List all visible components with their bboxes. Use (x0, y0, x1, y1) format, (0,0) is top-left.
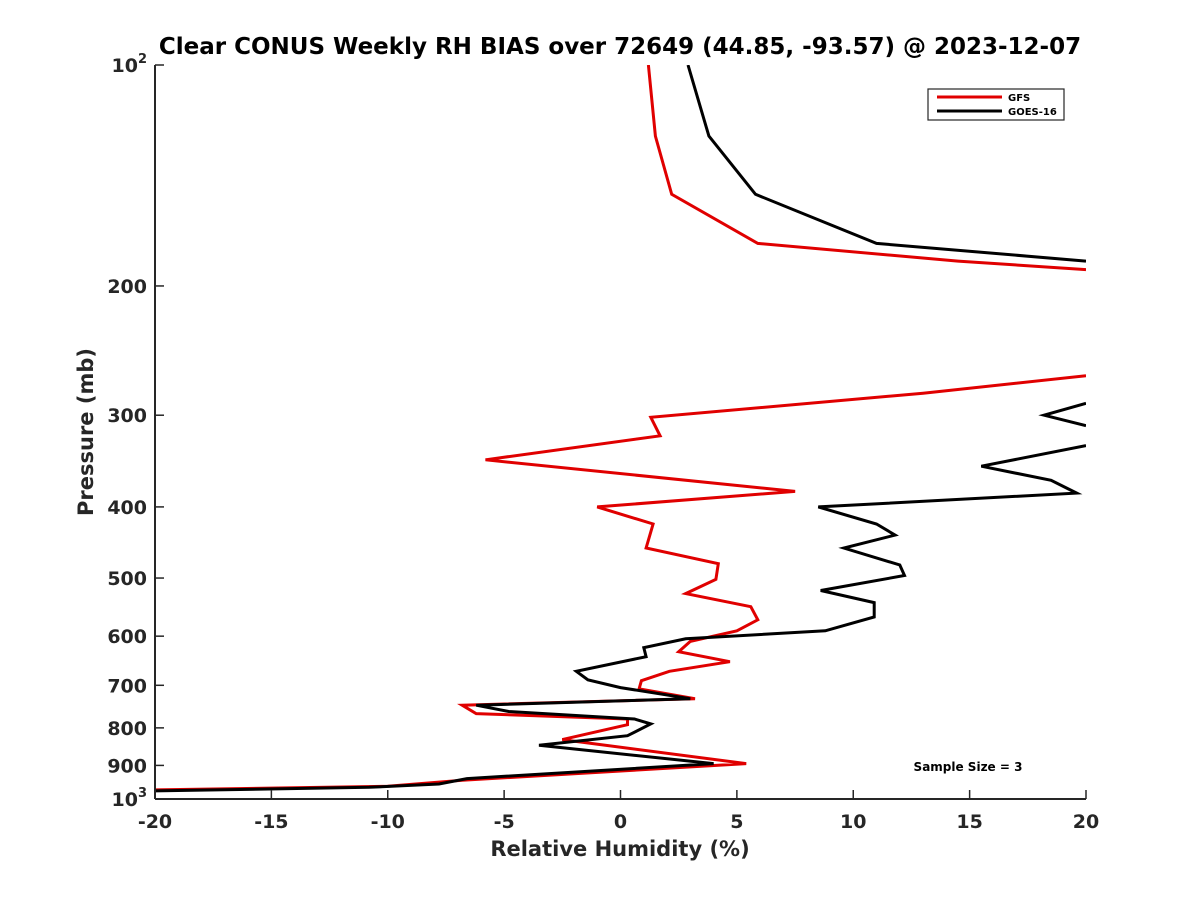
x-tick-label: 5 (730, 811, 743, 833)
y-tick-label: 500 (107, 568, 147, 590)
legend-label: GOES-16 (1008, 107, 1057, 118)
y-tick-label: 300 (107, 405, 147, 427)
x-tick-label: 15 (956, 811, 982, 833)
y-tick-label: 200 (107, 276, 147, 298)
x-tick-label: -20 (138, 811, 172, 833)
x-axis-label: Relative Humidity (%) (490, 837, 749, 861)
x-tick-label: 20 (1073, 811, 1099, 833)
sample-size-annotation: Sample Size = 3 (914, 760, 1023, 774)
y-axis-label: Pressure (mb) (74, 348, 98, 516)
series-line-gfs-1 (155, 374, 1086, 792)
x-tick-label: 0 (614, 811, 627, 833)
chart-title: Clear CONUS Weekly RH BIAS over 72649 (4… (159, 34, 1081, 60)
legend-box (927, 88, 1065, 121)
y-ticks: 102 200 300 400 500 600 700 800 900 103 (107, 52, 164, 811)
series-line-gfs-0 (646, 65, 1086, 272)
series-layer (155, 65, 1086, 793)
legend: GFS GOES-16 (927, 88, 1065, 121)
y-tick-label: 102 (112, 52, 148, 77)
y-tick-label: 103 (112, 786, 148, 811)
x-ticks: -20 -15 -10 -5 0 5 10 15 20 (138, 790, 1099, 833)
series-line-goes-16-2 (155, 444, 1086, 793)
y-tick-label: 800 (107, 718, 147, 740)
legend-label: GFS (1008, 93, 1030, 104)
x-tick-label: -10 (371, 811, 405, 833)
series-line-goes-16-0 (686, 65, 1086, 263)
series-line-goes-16-1 (1038, 401, 1086, 428)
x-tick-label: -15 (254, 811, 288, 833)
y-tick-label: 400 (107, 497, 147, 519)
x-tick-label: 10 (840, 811, 866, 833)
y-tick-label: 600 (107, 626, 147, 648)
x-tick-label: -5 (494, 811, 515, 833)
y-tick-label: 900 (107, 755, 147, 777)
y-tick-label: 700 (107, 675, 147, 697)
